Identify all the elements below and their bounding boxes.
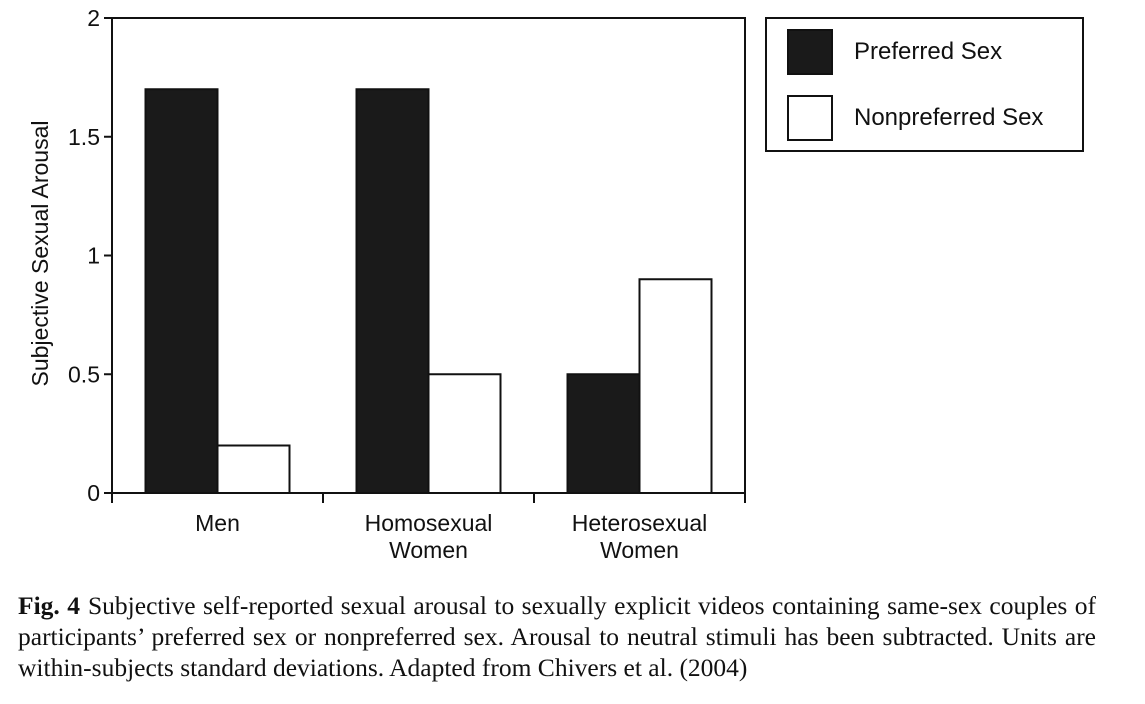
bar-nonpreferred-sex (427, 373, 502, 494)
y-tick-label: 0.5 (68, 361, 100, 387)
y-axis-label: Subjective Sexual Arousal (27, 121, 53, 387)
y-tick-label: 1.5 (68, 124, 100, 150)
x-category-label: Men (195, 510, 240, 536)
legend-label: Preferred Sex (854, 38, 1002, 65)
bar-nonpreferred-sex (216, 444, 291, 494)
bar-preferred-sex (144, 88, 219, 494)
y-tick-label: 1 (87, 243, 100, 269)
caption-text: Subjective self-reported sexual arousal … (18, 591, 1096, 682)
x-category-label: Homosexual Women (365, 510, 493, 563)
figure-label: Fig. 4 (18, 591, 80, 620)
legend-label: Nonpreferred Sex (854, 104, 1043, 131)
bar-preferred-sex (566, 373, 641, 494)
legend-swatch (787, 29, 833, 75)
y-tick-label: 2 (87, 5, 100, 31)
x-category-label: Heterosexual Women (572, 510, 708, 563)
legend-swatch (787, 95, 833, 141)
y-tick-label: 0 (87, 480, 100, 506)
bar-chart: 0 0.5 1 1.5 2 Subjective Sexual Arousal Men Hom… (27, 5, 1084, 563)
bar-preferred-sex (355, 88, 430, 494)
bar-nonpreferred-sex (638, 278, 713, 494)
figure-caption: Fig. 4 Subjective self-reported sexual ar… (18, 590, 1096, 683)
